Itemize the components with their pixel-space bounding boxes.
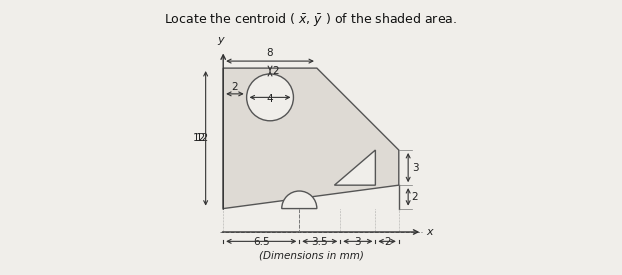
Text: (Dimensions in mm): (Dimensions in mm) [259, 251, 363, 260]
Text: 3.5: 3.5 [312, 237, 328, 247]
Text: 2: 2 [231, 82, 238, 92]
Text: 2: 2 [384, 237, 391, 247]
Text: 2: 2 [412, 192, 418, 202]
Text: 12: 12 [0, 274, 1, 275]
Text: 12: 12 [197, 133, 210, 143]
Text: 12: 12 [193, 133, 207, 143]
Text: 4: 4 [267, 94, 273, 104]
Text: Locate the centroid ( $\bar{x}$, $\bar{y}$ ) of the shaded area.: Locate the centroid ( $\bar{x}$, $\bar{y… [164, 11, 458, 28]
Wedge shape [282, 191, 317, 208]
Text: $y$: $y$ [217, 35, 226, 47]
Text: 8: 8 [267, 48, 273, 58]
Text: 2: 2 [272, 66, 279, 76]
Polygon shape [223, 68, 399, 208]
Polygon shape [335, 150, 376, 185]
Text: $x$: $x$ [425, 227, 435, 237]
Text: 3: 3 [412, 163, 418, 173]
Text: 6.5: 6.5 [253, 237, 269, 247]
Text: 3: 3 [355, 237, 361, 247]
Circle shape [246, 74, 294, 121]
